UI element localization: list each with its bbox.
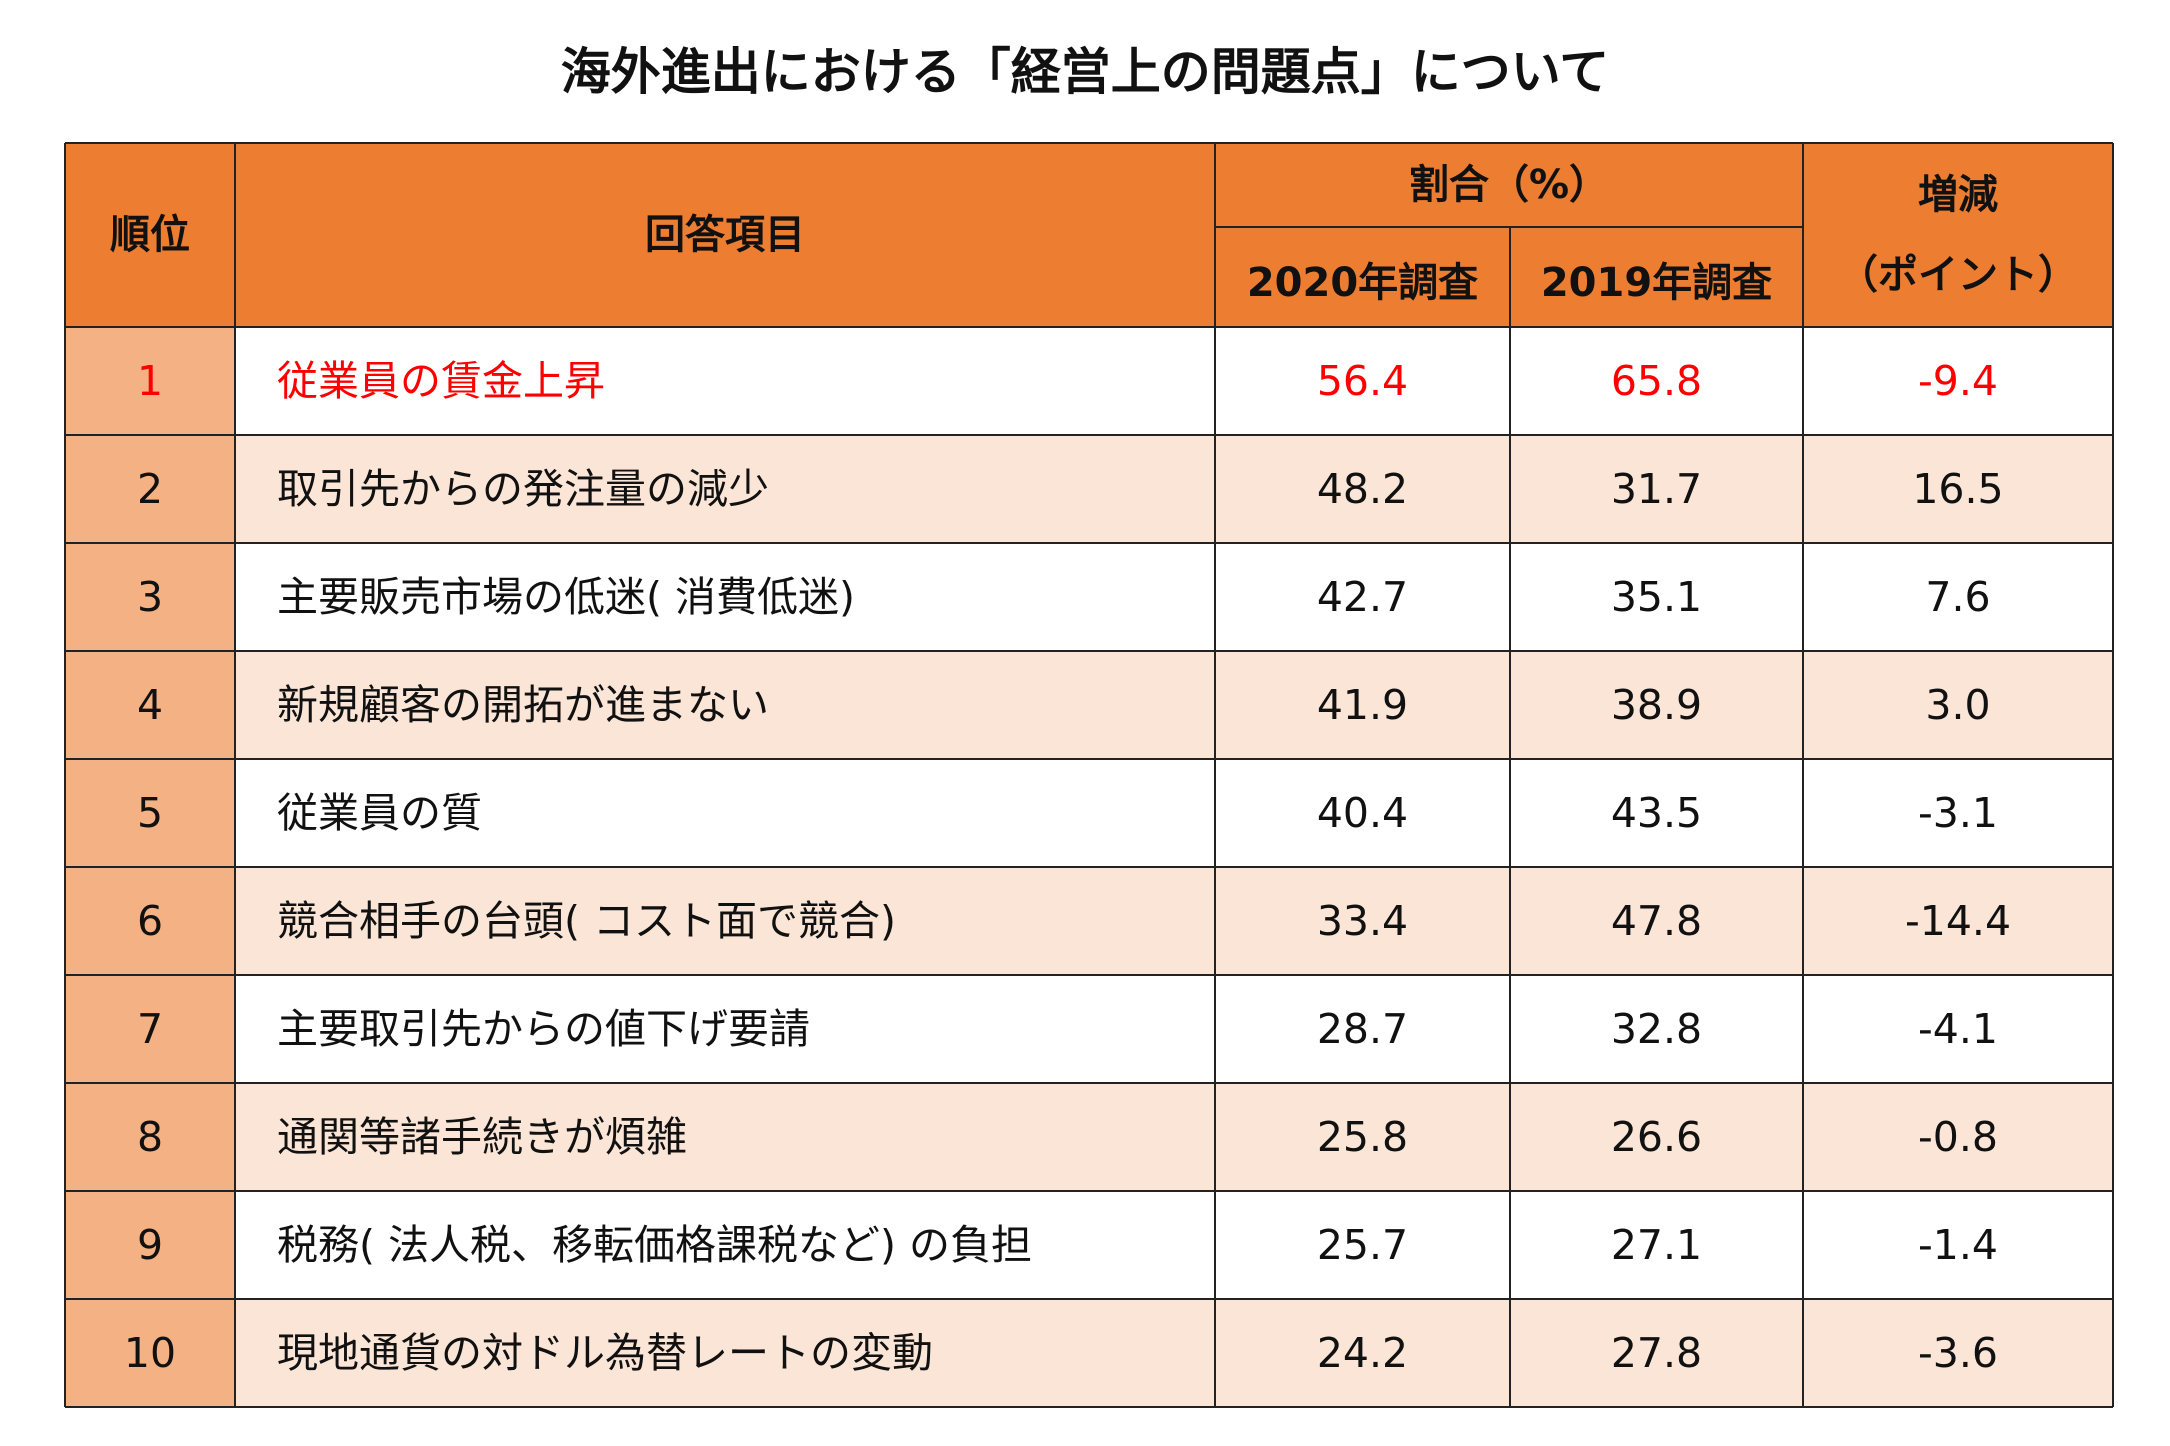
cell-item: 主要販売市場の低迷( 消費低迷): [277, 573, 855, 621]
row-bg: [235, 327, 2113, 435]
cell-rank: 5: [137, 789, 163, 837]
cell-change: 3.0: [1925, 681, 1990, 729]
cell-change: -3.1: [1918, 789, 1998, 837]
rank-bg: [65, 1083, 235, 1191]
rank-bg: [65, 435, 235, 543]
cell-rank: 8: [137, 1113, 163, 1161]
row-bg: [235, 435, 2113, 543]
row-bg: [235, 543, 2113, 651]
cell-value-2019: 35.1: [1611, 573, 1702, 621]
table: 順位 回答項目 割合（%） 2020年調査 2019年調査 増減 （ポイント） 1 従業員の賃金…: [64, 142, 2114, 1408]
cell-rank: 1: [137, 357, 163, 405]
cell-item: 従業員の質: [277, 789, 482, 837]
cell-value-2020: 41.9: [1317, 681, 1408, 729]
row-bg: [235, 759, 2113, 867]
cell-change: 7.6: [1925, 573, 1990, 621]
cell-value-2019: 32.8: [1611, 1005, 1702, 1053]
cell-rank: 7: [137, 1005, 163, 1053]
cell-value-2019: 43.5: [1611, 789, 1702, 837]
cell-value-2019: 26.6: [1611, 1113, 1702, 1161]
cell-rank: 9: [137, 1221, 163, 1269]
column-header: 2019年調査: [1541, 260, 1772, 306]
column-header: 増減: [1918, 172, 1998, 218]
cell-value-2019: 27.1: [1611, 1221, 1702, 1269]
cell-rank: 4: [137, 681, 163, 729]
cell-item: 取引先からの発注量の減少: [277, 465, 769, 513]
column-header: 順位: [110, 212, 190, 258]
cell-change: -3.6: [1918, 1329, 1998, 1377]
cell-value-2019: 65.8: [1611, 357, 1702, 405]
cell-value-2020: 24.2: [1317, 1329, 1408, 1377]
cell-value-2019: 47.8: [1611, 897, 1702, 945]
cell-value-2020: 28.7: [1317, 1005, 1408, 1053]
cell-item: 税務( 法人税、移転価格課税など) の負担: [277, 1221, 1032, 1269]
cell-value-2019: 38.9: [1611, 681, 1702, 729]
cell-rank: 3: [137, 573, 163, 621]
cell-value-2019: 27.8: [1611, 1329, 1702, 1377]
cell-rank: 6: [137, 897, 163, 945]
rank-bg: [65, 759, 235, 867]
column-header: 回答項目: [645, 212, 805, 258]
cell-item: 通関等諸手続きが煩雑: [277, 1113, 687, 1161]
rank-bg: [65, 975, 235, 1083]
cell-item: 従業員の賃金上昇: [277, 357, 605, 405]
row-bg: [235, 1299, 2113, 1407]
rank-bg: [65, 327, 235, 435]
title: 海外進出における「経営上の問題点」について: [561, 43, 1610, 101]
column-header: 2020年調査: [1247, 260, 1478, 306]
cell-change: -4.1: [1918, 1005, 1998, 1053]
rank-bg: [65, 543, 235, 651]
cell-change: 16.5: [1912, 465, 2003, 513]
rank-bg: [65, 867, 235, 975]
cell-value-2020: 33.4: [1317, 897, 1408, 945]
row-bg: [235, 975, 2113, 1083]
cell-item: 現地通貨の対ドル為替レートの変動: [277, 1329, 933, 1377]
cell-change: -1.4: [1918, 1221, 1998, 1269]
cell-value-2020: 25.8: [1317, 1113, 1408, 1161]
header-bg: [65, 143, 2113, 327]
column-header: （ポイント）: [1838, 252, 2078, 298]
cell-value-2019: 31.7: [1611, 465, 1702, 513]
cell-value-2020: 42.7: [1317, 573, 1408, 621]
row-bg: [235, 651, 2113, 759]
cell-item: 新規顧客の開拓が進まない: [277, 681, 769, 729]
rank-bg: [65, 1299, 235, 1407]
rank-bg: [65, 651, 235, 759]
cell-rank: 2: [137, 465, 163, 513]
cell-change: -0.8: [1918, 1113, 1998, 1161]
cell-item: 主要取引先からの値下げ要請: [277, 1005, 810, 1053]
cell-rank: 10: [124, 1329, 176, 1377]
cell-change: -14.4: [1905, 897, 2011, 945]
row-bg: [235, 867, 2113, 975]
column-header: 割合（%）: [1409, 162, 1609, 208]
cell-item: 競合相手の台頭( コスト面で競合): [277, 897, 896, 945]
row-bg: [235, 1083, 2113, 1191]
rank-bg: [65, 1191, 235, 1299]
cell-value-2020: 48.2: [1317, 465, 1408, 513]
cell-value-2020: 56.4: [1317, 357, 1408, 405]
cell-change: -9.4: [1918, 357, 1998, 405]
cell-value-2020: 25.7: [1317, 1221, 1408, 1269]
row-bg: [235, 1191, 2113, 1299]
cell-value-2020: 40.4: [1317, 789, 1408, 837]
